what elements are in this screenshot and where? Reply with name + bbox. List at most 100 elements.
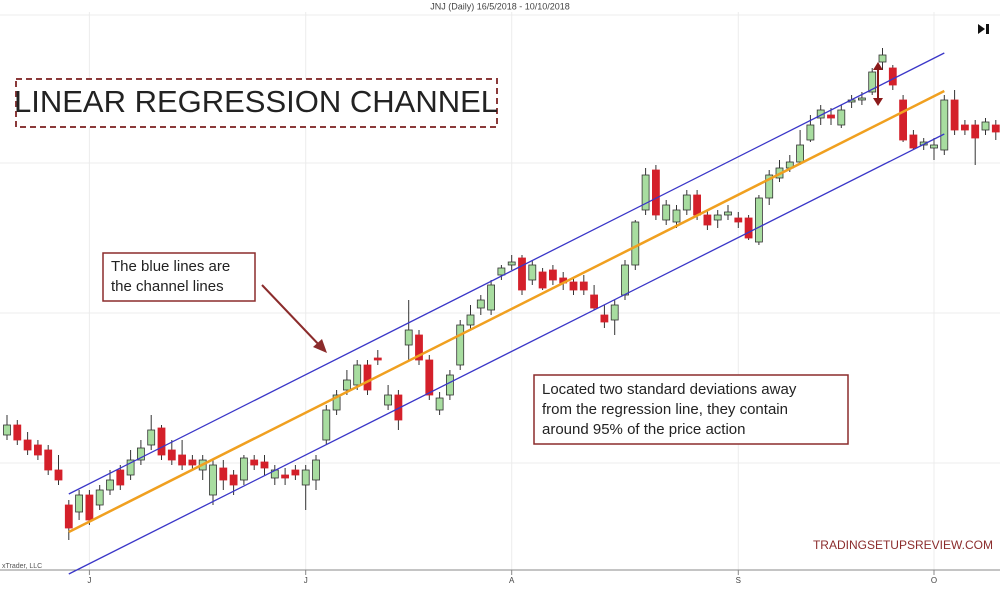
heading: LINEAR REGRESSION CHANNEL [14, 84, 498, 119]
candle-body [528, 264, 537, 281]
candle-body [610, 304, 619, 321]
annotation: the channel lines [111, 278, 224, 295]
copyright: xTrader, LLC [2, 563, 42, 570]
candle-body [23, 439, 32, 451]
candle-body [404, 329, 413, 346]
candle-body [796, 144, 804, 163]
annotation-box [533, 374, 849, 445]
candle-body [353, 364, 362, 386]
candle-body [260, 461, 269, 469]
play-icon[interactable] [978, 24, 985, 34]
candle-body [961, 124, 969, 131]
candle-body [147, 429, 156, 446]
candle-body [878, 54, 887, 63]
annotation: around 95% of the price action [542, 421, 745, 438]
candle-body [888, 67, 897, 86]
candle-body [301, 469, 310, 486]
candle-body [806, 124, 815, 141]
candle-body [394, 394, 403, 421]
candle-body [54, 469, 63, 481]
candle-body [44, 449, 53, 471]
arrow-head [873, 62, 883, 70]
play-icon[interactable] [986, 24, 989, 34]
grid [0, 14, 1000, 464]
candle-body [75, 494, 83, 513]
double-arrow [873, 62, 883, 106]
candle-body [940, 99, 949, 151]
candle-body [456, 324, 465, 366]
watermark: TRADINGSETUPSREVIEW.COM [813, 538, 993, 552]
annotation: from the regression line, they contain [542, 401, 788, 418]
candle-body [466, 314, 475, 326]
candle-body [85, 494, 94, 521]
candle-body [662, 204, 671, 221]
x-tick-label: O [931, 576, 937, 585]
candle-body [3, 424, 11, 436]
candle-body [971, 124, 980, 139]
candle-body [34, 444, 42, 456]
channel-line [68, 133, 945, 575]
candle-body [239, 457, 248, 481]
candle-body [229, 474, 238, 486]
chart-title: JNJ (Daily) 16/5/2018 - 10/10/2018 [430, 1, 570, 11]
candle-body [507, 261, 516, 266]
candle-body [487, 284, 496, 311]
candle-body [322, 409, 331, 441]
candle-body [950, 99, 959, 131]
candle-body [157, 427, 166, 456]
candle-body [569, 281, 578, 291]
candle-body [693, 194, 701, 216]
annotation: The blue lines are [111, 258, 230, 275]
candle-body [724, 211, 732, 216]
candle-body [363, 364, 372, 391]
candle-body [713, 214, 722, 221]
candle-body [518, 257, 526, 291]
candle-body [136, 447, 145, 461]
candle-body [755, 197, 763, 243]
candle-body [579, 281, 588, 291]
candle-body [178, 454, 187, 466]
candle-body [373, 357, 382, 361]
candle-body [167, 449, 176, 461]
x-tick-label: A [509, 576, 515, 585]
candle-body [744, 217, 753, 239]
candle-body [13, 424, 22, 441]
x-tick-label: J [87, 576, 91, 585]
candle-body [435, 397, 444, 411]
candle-body [106, 479, 114, 491]
candle-body [445, 374, 454, 396]
candle-body [538, 271, 547, 289]
arrow [261, 284, 323, 349]
candle-body [497, 267, 506, 276]
candle-body [981, 121, 990, 131]
candle-body [116, 469, 125, 486]
x-tick-label: S [736, 576, 741, 585]
candle-body [281, 474, 290, 479]
candle-body [549, 269, 557, 281]
channel [68, 52, 945, 575]
annotation: Located two standard deviations away [542, 381, 797, 398]
candle-body [899, 99, 907, 141]
candle-body [250, 459, 259, 466]
toolbar-icon[interactable] [978, 24, 989, 34]
candle-body [291, 469, 300, 476]
candles [3, 48, 1000, 540]
candle-body [868, 71, 877, 93]
candle-body [930, 144, 938, 149]
candle-body [312, 459, 320, 481]
candle-body [734, 217, 743, 223]
candle-body [837, 109, 846, 126]
candle-body [703, 214, 712, 226]
candle-body [64, 504, 73, 529]
candle-body [95, 489, 104, 506]
candle-body [126, 459, 135, 476]
annotation-box [102, 252, 256, 302]
candle-body [827, 114, 835, 119]
candle-body [909, 134, 918, 149]
candle-body [652, 169, 660, 216]
candle-body [590, 294, 598, 309]
candle-body [600, 314, 609, 323]
heading-box [15, 78, 498, 128]
candle-body [342, 379, 351, 391]
candle-body [415, 334, 423, 361]
